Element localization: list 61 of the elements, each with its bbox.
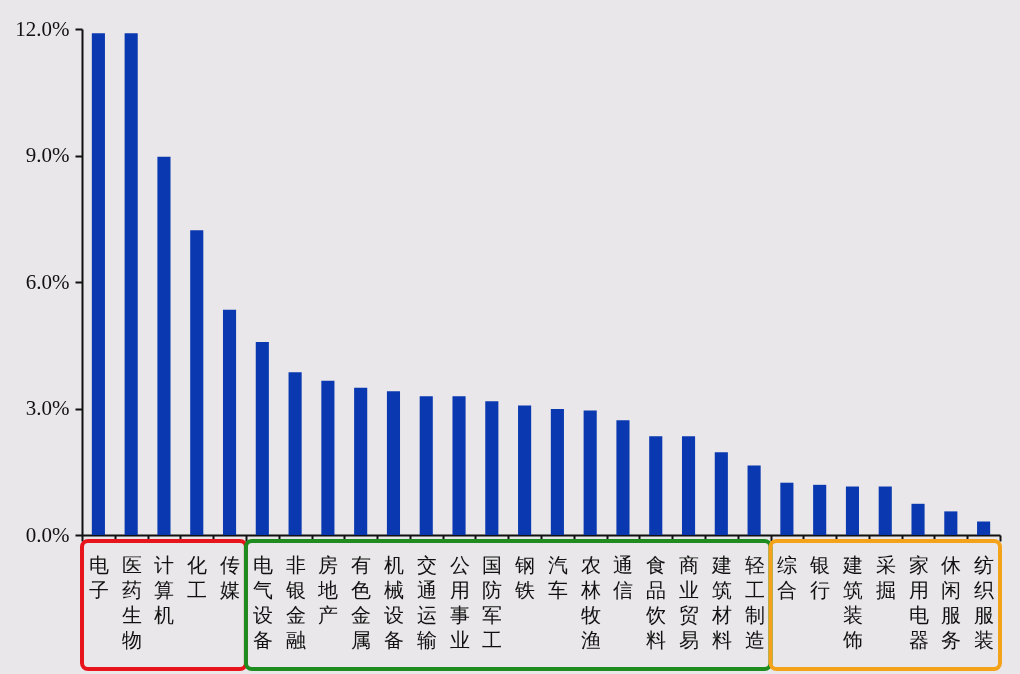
bar [813, 484, 827, 535]
bar [288, 372, 302, 535]
bar [354, 387, 368, 535]
bar [321, 380, 335, 535]
bar [649, 436, 663, 535]
x-tick-label: 休闲服务 [941, 552, 962, 652]
bar [386, 391, 401, 535]
x-tick-label: 电气设备 [252, 552, 273, 652]
x-tick-label: 公用事业 [449, 552, 470, 652]
bar [616, 420, 630, 535]
x-tick-label: 计算机 [154, 552, 175, 627]
bar [944, 511, 958, 535]
x-tick-label: 综合 [777, 552, 798, 602]
bar [452, 396, 466, 535]
y-tick-label: 12.0% [15, 16, 70, 41]
x-tick-label: 纺织服装 [974, 552, 995, 652]
x-tick-label: 采掘 [875, 552, 896, 602]
x-tick-label: 机械设备 [383, 552, 404, 652]
bar [190, 230, 204, 535]
bar [485, 401, 499, 535]
bar [681, 436, 696, 535]
bar [780, 482, 794, 535]
x-tick-label: 房地产 [317, 552, 339, 627]
x-tick-label: 农林牧渔 [579, 552, 601, 652]
x-tick-label: 交通运输 [416, 552, 437, 652]
bar [124, 33, 138, 535]
bar [419, 396, 433, 535]
x-tick-label: 轻工制造 [744, 552, 765, 652]
bar [583, 410, 597, 535]
x-tick-label: 传媒 [220, 552, 241, 602]
x-tick-label: 通信 [613, 552, 634, 602]
x-tick-label: 电子 [88, 552, 109, 602]
bar [518, 405, 532, 535]
bar [222, 309, 237, 535]
x-tick-label: 家用电器 [908, 552, 929, 652]
bar [157, 156, 171, 535]
x-tick-label: 建筑材料 [710, 552, 732, 652]
bar [845, 486, 860, 535]
x-tick-label: 商业贸易 [679, 552, 700, 652]
x-tick-label: 国防军工 [482, 552, 503, 652]
bar [747, 465, 761, 535]
x-tick-label: 汽车 [547, 552, 568, 602]
bar [91, 33, 105, 535]
bar [714, 452, 728, 535]
x-tick-label: 有色金属 [351, 552, 372, 652]
y-tick-label: 6.0% [25, 269, 70, 294]
bar [878, 486, 892, 535]
x-tick-label: 非银金融 [284, 552, 306, 652]
bar [911, 503, 925, 535]
y-tick-label: 3.0% [25, 396, 70, 420]
bar [550, 408, 564, 535]
x-tick-label: 建筑装饰 [841, 552, 863, 652]
x-tick-label: 钢铁 [514, 552, 536, 602]
bar [977, 521, 991, 535]
y-tick-label: 9.0% [25, 143, 70, 167]
x-tick-label: 食品饮料 [645, 552, 667, 652]
bar [255, 341, 269, 535]
x-tick-label: 化工 [187, 552, 208, 602]
y-tick-label: 0.0% [25, 522, 70, 547]
x-tick-label: 医药生物 [121, 552, 142, 652]
x-tick-label: 银行 [809, 552, 831, 602]
